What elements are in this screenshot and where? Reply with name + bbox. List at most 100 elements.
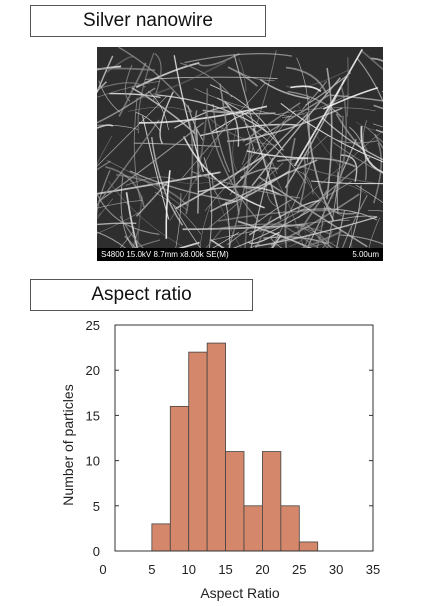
nanowire-strand bbox=[300, 229, 344, 248]
nanowire-strand bbox=[284, 137, 296, 248]
nanowire-strand bbox=[194, 88, 291, 117]
nanowire-strand bbox=[330, 153, 347, 200]
nanowire-strand bbox=[216, 97, 284, 151]
nanowire-strand bbox=[135, 61, 226, 100]
nanowire-strand bbox=[232, 210, 310, 248]
nanowire-strand bbox=[195, 88, 209, 181]
nanowire-strand bbox=[304, 229, 340, 248]
nanowire-strand bbox=[205, 229, 222, 248]
nanowire-strand bbox=[362, 120, 368, 151]
nanowire-strand bbox=[275, 107, 376, 116]
nanowire-strand bbox=[119, 216, 144, 248]
nanowire-strand bbox=[373, 142, 383, 204]
nanowire-strand bbox=[175, 193, 182, 248]
nanowire-strand bbox=[368, 217, 380, 248]
y-tick-label: 10 bbox=[86, 454, 100, 469]
histogram-bar bbox=[280, 505, 300, 552]
nanowire-strand bbox=[303, 235, 311, 248]
nanowire-strand bbox=[98, 80, 121, 113]
nanowire-strand bbox=[135, 111, 161, 132]
x-axis-label: Aspect Ratio bbox=[200, 585, 280, 601]
y-axis-label: Number of particles bbox=[60, 384, 76, 505]
nanowire-strand bbox=[348, 185, 362, 248]
nanowire-strand bbox=[255, 216, 378, 248]
nanowire-strand bbox=[191, 170, 300, 199]
nanowire-strand bbox=[124, 235, 137, 248]
nanowire-strand bbox=[177, 241, 200, 248]
nanowire-strand bbox=[109, 92, 161, 99]
nanowire-strand bbox=[172, 205, 201, 248]
nanowire-strand bbox=[361, 50, 383, 71]
nanowire-strand bbox=[97, 231, 127, 248]
nanowire-strand bbox=[237, 220, 313, 248]
nanowire-strand bbox=[277, 157, 356, 168]
nanowire-strand bbox=[218, 209, 332, 222]
nanowire-strand bbox=[322, 230, 333, 248]
nanowire-strand bbox=[97, 135, 113, 166]
nanowire-strand bbox=[242, 147, 254, 188]
nanowire-strand bbox=[165, 170, 171, 239]
nanowire-strand bbox=[226, 107, 343, 143]
nanowire-strand bbox=[180, 62, 233, 98]
histogram-bar bbox=[298, 541, 319, 552]
x-tick-label: 25 bbox=[292, 562, 306, 577]
nanowire-strand bbox=[206, 162, 284, 231]
nanowire-strand bbox=[132, 239, 161, 248]
nanowire-strand bbox=[185, 120, 194, 215]
nanowire-strand bbox=[373, 123, 383, 128]
nanowire-strand bbox=[323, 86, 379, 110]
nanowire-strand bbox=[150, 137, 184, 226]
nanowire-strand bbox=[329, 94, 383, 102]
nanowire-strand bbox=[97, 124, 138, 130]
nanowire-strand bbox=[242, 102, 301, 143]
nanowire-strand bbox=[351, 225, 353, 248]
nanowire-strand bbox=[199, 201, 213, 248]
nanowire-strand bbox=[248, 199, 320, 236]
y-tick-label: 15 bbox=[86, 408, 100, 423]
nanowire-strand bbox=[120, 174, 134, 248]
nanowire-strand bbox=[295, 227, 331, 248]
nanowire-strand bbox=[336, 210, 346, 248]
nanowire-strand bbox=[175, 153, 267, 210]
nanowire-strand bbox=[330, 136, 378, 144]
nanowire-strand bbox=[142, 115, 170, 220]
nanowire-strand bbox=[184, 53, 293, 64]
nanowire-strand bbox=[97, 65, 122, 71]
nanowire-strand bbox=[137, 52, 155, 134]
histogram-chart: 0 5 10 15 20 25 0 5 10 15 20 25 30 35 Aspect Ratio N… bbox=[60, 318, 380, 601]
nanowire-strand bbox=[356, 57, 383, 103]
nanowire-strand bbox=[97, 119, 160, 207]
nanowire-strand bbox=[327, 115, 344, 244]
nanowire-strand bbox=[212, 232, 240, 248]
nanowire-strand bbox=[159, 91, 174, 145]
nanowire-strand bbox=[294, 169, 314, 195]
nanowire-strand bbox=[244, 123, 307, 184]
nanowire-strand bbox=[125, 192, 139, 248]
y-tick-label: 0 bbox=[93, 544, 100, 559]
sem-caption: S4800 15.0kV 8.7mm x8.00k SE(M) 5.00um bbox=[97, 248, 383, 261]
nanowire-strand bbox=[119, 231, 134, 248]
nanowire-strand bbox=[285, 66, 328, 95]
nanowire-strand bbox=[129, 170, 239, 203]
nanowire-strand bbox=[245, 94, 330, 146]
nanowire-strand bbox=[97, 82, 146, 90]
nanowire-strand bbox=[316, 206, 326, 248]
nanowire-strand bbox=[174, 176, 235, 184]
nanowire-strand bbox=[304, 242, 329, 248]
nanowire-strand bbox=[356, 121, 383, 132]
nanowire-texture bbox=[97, 47, 383, 248]
chart-title: Aspect ratio bbox=[30, 279, 253, 311]
nanowire-strand bbox=[304, 134, 329, 157]
nanowire-strand bbox=[300, 208, 378, 221]
nanowire-strand bbox=[335, 84, 348, 197]
y-tick-label: 20 bbox=[86, 363, 100, 378]
nanowire-strand bbox=[270, 155, 314, 248]
nanowire-strand bbox=[207, 116, 277, 146]
nanowire-strand bbox=[219, 83, 240, 215]
nanowire-strand bbox=[97, 67, 156, 72]
nanowire-strand bbox=[97, 211, 141, 234]
nanowire-strand bbox=[355, 184, 383, 203]
nanowire-strand bbox=[211, 108, 256, 133]
sem-scale-label: 5.00um bbox=[352, 250, 379, 259]
nanowire-strand bbox=[135, 181, 169, 217]
